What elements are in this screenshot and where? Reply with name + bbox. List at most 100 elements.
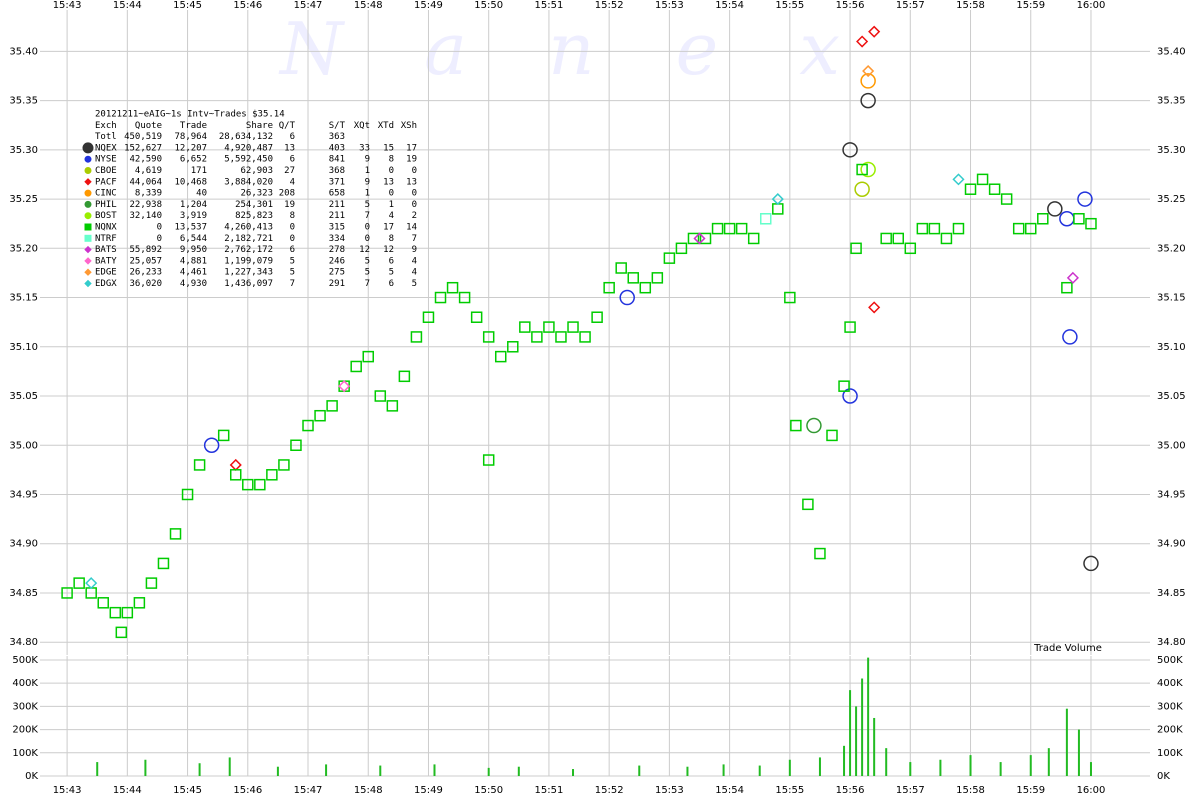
x-tick-label: 15:46: [233, 0, 262, 11]
legend-stat: 3,884,020: [224, 177, 273, 187]
legend-stat: 211: [329, 211, 345, 221]
marker-square: [470, 311, 483, 323]
marker-diamond: [84, 268, 92, 276]
marker-square: [302, 419, 314, 432]
legend-stat: 9,950: [180, 245, 207, 255]
x-tick-label: 15:56: [836, 0, 865, 11]
column-header: Exch: [95, 121, 117, 131]
column-header: XQt: [354, 121, 370, 131]
marker-circle: [84, 200, 92, 208]
legend-stat: 0: [389, 166, 394, 176]
legend-stat: 22,938: [129, 200, 162, 210]
legend-stat: 4: [290, 177, 295, 187]
y-tick-label: 35.15: [9, 293, 38, 304]
legend-stat: 368: [329, 166, 345, 176]
legend-stat: 9: [365, 177, 370, 187]
volume-bar: [873, 717, 876, 776]
legend-stat: 403: [329, 143, 345, 153]
legend-stat: 27: [284, 166, 295, 176]
marker-circle: [860, 92, 876, 109]
legend-stat: 275: [329, 268, 345, 278]
legend-stat: 4,881: [180, 256, 207, 266]
marker-square: [675, 242, 688, 255]
legend-stat: 40: [196, 189, 207, 199]
marker-square: [723, 222, 736, 235]
legend-stat: 17: [383, 223, 394, 233]
x-tick-label: 15:54: [715, 0, 744, 11]
legend-stat: 2: [412, 211, 417, 221]
legend-stat: 4: [412, 256, 417, 266]
marker-square: [157, 557, 170, 570]
marker-square: [639, 281, 652, 294]
marker-square: [916, 222, 929, 235]
marker-square: [193, 459, 206, 471]
marker-square: [84, 234, 92, 242]
x-tick-label: 15:51: [535, 0, 564, 11]
marker-circle: [842, 388, 858, 404]
legend-stat: 0: [290, 223, 295, 233]
legend-stat: 4,461: [180, 268, 207, 278]
legend-stat: 5: [290, 268, 295, 278]
y-tick-label: 0K: [25, 771, 38, 782]
marker-square: [1037, 213, 1049, 225]
volume-bar: [909, 762, 912, 776]
legend-stat: 12: [383, 245, 394, 255]
y-tick-label: 35.00: [9, 440, 38, 451]
y-tick-label-right: 35.35: [1157, 96, 1186, 107]
y-tick-label-right: 500K: [1157, 655, 1183, 666]
marker-square: [181, 488, 194, 501]
legend-stat: 36,020: [129, 279, 162, 289]
volume-bar: [144, 759, 147, 776]
legend-stat: 13: [383, 177, 394, 187]
legend-stat: 9: [412, 245, 417, 255]
marker-square: [434, 291, 447, 304]
marker-diamond: [1066, 271, 1079, 284]
marker-square: [735, 222, 748, 235]
marker-square: [1085, 217, 1097, 230]
volume-title: Trade Volume: [1033, 643, 1102, 654]
marker-square: [229, 469, 242, 481]
y-tick-label-right: 200K: [1157, 725, 1183, 736]
marker-square: [952, 222, 965, 235]
marker-square: [627, 272, 639, 284]
marker-square: [145, 577, 158, 589]
legend-stat: 17: [406, 143, 417, 153]
marker-square: [784, 291, 796, 304]
volume-bar: [325, 764, 328, 776]
x-tick-label: 15:57: [896, 785, 925, 796]
legend-stat: 5: [412, 279, 417, 289]
volume-bar: [379, 765, 382, 776]
legend-name: NTRF: [95, 234, 117, 244]
volume-bar: [843, 745, 846, 776]
marker-square: [422, 311, 435, 323]
legend-stat: 6,652: [180, 155, 207, 165]
x-tick-label: 15:47: [294, 0, 323, 11]
y-tick-label-right: 35.20: [1157, 243, 1186, 254]
legend-stat: 1: [389, 200, 394, 210]
legend-stat: 7: [412, 234, 417, 244]
y-tick-label-right: 34.95: [1157, 489, 1186, 500]
legend-stat: 62,903: [240, 166, 273, 176]
marker-square: [826, 429, 838, 442]
marker-diamond: [85, 577, 98, 590]
legend-stat: 825,823: [235, 211, 273, 221]
marker-diamond: [693, 232, 706, 245]
x-tick-label: 15:55: [775, 0, 804, 11]
x-tick-label: 15:54: [715, 785, 744, 796]
marker-square: [988, 183, 1001, 195]
y-tick-label-right: 34.85: [1157, 588, 1186, 599]
volume-bar: [276, 766, 279, 776]
marker-square: [290, 439, 302, 452]
legend-stat: 0: [157, 234, 162, 244]
x-tick-label: 15:55: [775, 785, 804, 796]
y-tick-label: 35.35: [9, 96, 38, 107]
legend-stat: 4,930: [180, 279, 207, 289]
y-tick-label: 500K: [12, 655, 38, 666]
marker-square: [880, 232, 892, 245]
volume-bar: [572, 769, 575, 776]
legend-stat: 5,592,450: [224, 155, 273, 165]
y-tick-label-right: 34.80: [1157, 637, 1186, 648]
marker-square: [850, 242, 862, 255]
legend-stat: 371: [329, 177, 345, 187]
